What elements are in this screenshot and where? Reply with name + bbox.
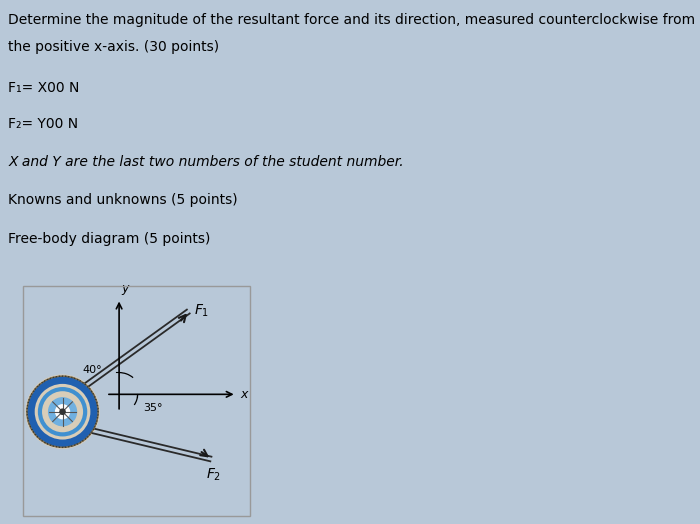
Circle shape xyxy=(27,376,98,447)
Text: Determine the magnitude of the resultant force and its direction, measured count: Determine the magnitude of the resultant… xyxy=(8,13,696,27)
Text: $F_2$: $F_2$ xyxy=(206,467,221,484)
Circle shape xyxy=(60,409,65,414)
Text: X and Y are the last two numbers of the student number.: X and Y are the last two numbers of the … xyxy=(8,155,404,169)
Text: x: x xyxy=(240,388,247,401)
Circle shape xyxy=(26,375,99,448)
Text: Knowns and unknowns (5 points): Knowns and unknowns (5 points) xyxy=(8,193,238,208)
Text: y: y xyxy=(121,282,129,295)
Text: the positive x-axis. (30 points): the positive x-axis. (30 points) xyxy=(8,40,220,54)
Circle shape xyxy=(34,383,92,441)
Circle shape xyxy=(48,398,76,425)
Text: $F_1$: $F_1$ xyxy=(194,303,209,319)
Circle shape xyxy=(55,405,69,419)
Text: 40°: 40° xyxy=(83,365,102,375)
Text: F₁= X00 N: F₁= X00 N xyxy=(8,81,80,95)
Text: 35°: 35° xyxy=(143,403,162,413)
Text: F₂= Y00 N: F₂= Y00 N xyxy=(8,117,78,131)
Text: Free-body diagram (5 points): Free-body diagram (5 points) xyxy=(8,232,211,246)
